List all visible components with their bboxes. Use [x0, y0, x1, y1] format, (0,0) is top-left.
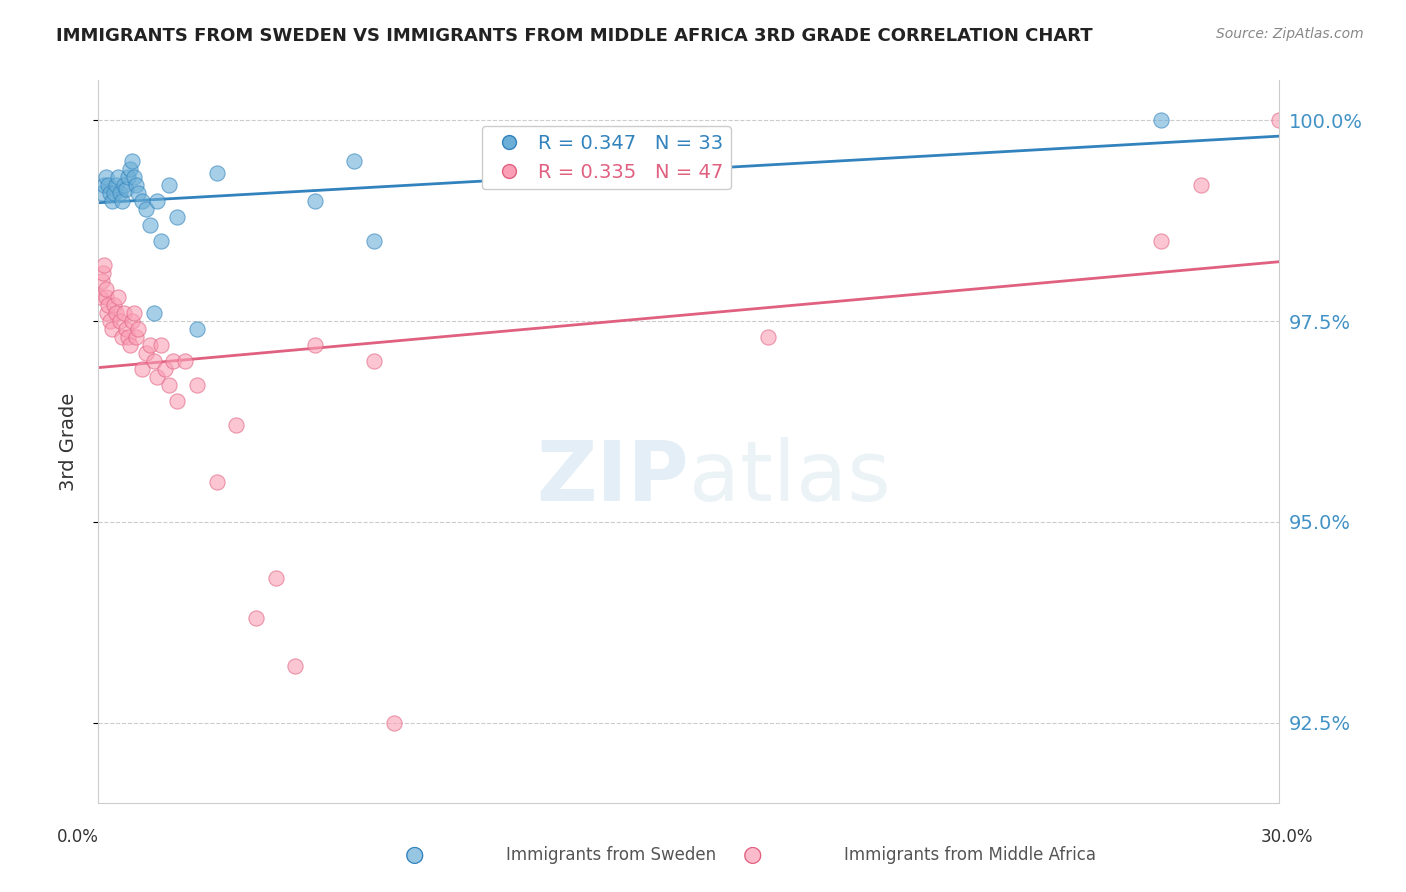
Point — [131, 362, 153, 376]
Point — [138, 338, 160, 352]
Point — [304, 338, 326, 352]
Text: 0.0%: 0.0% — [56, 828, 98, 846]
Text: ZIP: ZIP — [537, 437, 689, 518]
Point — [112, 306, 135, 320]
Point — [756, 330, 779, 344]
Point — [94, 290, 117, 304]
Point — [105, 178, 128, 192]
Point — [304, 194, 326, 208]
Point — [142, 306, 165, 320]
Point — [98, 186, 121, 200]
Point — [122, 306, 145, 320]
Point — [98, 314, 121, 328]
Point — [108, 186, 131, 200]
Text: atlas: atlas — [689, 437, 890, 518]
Text: Source: ZipAtlas.com: Source: ZipAtlas.com — [1216, 27, 1364, 41]
Point — [142, 354, 165, 368]
Text: ●: ● — [405, 845, 425, 864]
Point — [127, 186, 149, 200]
Point — [122, 169, 145, 184]
Point — [107, 290, 129, 304]
Point — [363, 354, 385, 368]
Point — [138, 218, 160, 232]
Point — [166, 394, 188, 409]
Point — [121, 314, 143, 328]
Point — [363, 234, 385, 248]
Point — [97, 178, 120, 192]
Point — [107, 169, 129, 184]
Point — [225, 418, 247, 433]
Point — [89, 290, 111, 304]
Point — [162, 354, 184, 368]
Point — [93, 178, 115, 192]
Point — [117, 330, 139, 344]
Point — [186, 322, 208, 336]
Point — [91, 274, 114, 288]
Text: Immigrants from Middle Africa: Immigrants from Middle Africa — [844, 846, 1095, 863]
Point — [96, 169, 118, 184]
Point — [105, 306, 128, 320]
Point — [146, 194, 169, 208]
Point — [117, 169, 139, 184]
Point — [103, 186, 125, 200]
Point — [118, 338, 141, 352]
Point — [284, 659, 307, 673]
Point — [205, 166, 228, 180]
Point — [91, 186, 114, 200]
Point — [1268, 113, 1291, 128]
Point — [121, 153, 143, 168]
Point — [112, 178, 135, 192]
Text: ●: ● — [742, 845, 762, 864]
Point — [115, 322, 138, 336]
Text: ○: ○ — [742, 845, 762, 864]
Text: Immigrants from Sweden: Immigrants from Sweden — [506, 846, 716, 863]
Point — [96, 282, 118, 296]
Text: IMMIGRANTS FROM SWEDEN VS IMMIGRANTS FROM MIDDLE AFRICA 3RD GRADE CORRELATION CH: IMMIGRANTS FROM SWEDEN VS IMMIGRANTS FRO… — [56, 27, 1092, 45]
Text: 30.0%: 30.0% — [1260, 828, 1313, 846]
Point — [118, 161, 141, 176]
Point — [115, 182, 138, 196]
Point — [245, 611, 267, 625]
Point — [157, 178, 180, 192]
Point — [146, 370, 169, 384]
Point — [174, 354, 197, 368]
Point — [127, 322, 149, 336]
Point — [264, 571, 287, 585]
Point — [101, 322, 124, 336]
Point — [131, 194, 153, 208]
Legend: R = 0.347   N = 33, R = 0.335   N = 47: R = 0.347 N = 33, R = 0.335 N = 47 — [482, 126, 731, 189]
Point — [97, 298, 120, 312]
Point — [382, 715, 405, 730]
Point — [103, 298, 125, 312]
Point — [186, 378, 208, 392]
Point — [135, 346, 157, 360]
Point — [91, 266, 114, 280]
Point — [101, 194, 124, 208]
Point — [125, 330, 148, 344]
Point — [96, 306, 118, 320]
Y-axis label: 3rd Grade: 3rd Grade — [59, 392, 77, 491]
Text: ○: ○ — [405, 845, 425, 864]
Point — [108, 314, 131, 328]
Point — [1150, 113, 1173, 128]
Point — [343, 153, 366, 168]
Point — [166, 210, 188, 224]
Point — [155, 362, 177, 376]
Point — [157, 378, 180, 392]
Point — [93, 258, 115, 272]
Point — [150, 234, 173, 248]
Point — [205, 475, 228, 489]
Point — [111, 330, 134, 344]
Point — [1189, 178, 1212, 192]
Point — [135, 202, 157, 216]
Point — [111, 194, 134, 208]
Point — [150, 338, 173, 352]
Point — [1150, 234, 1173, 248]
Point — [125, 178, 148, 192]
